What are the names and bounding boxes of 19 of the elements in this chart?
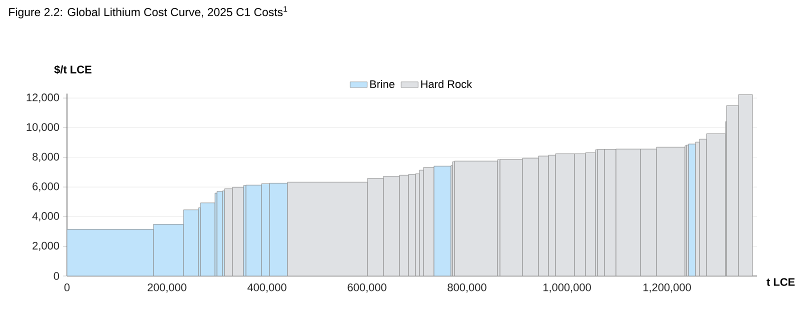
y-tick-label: 10,000 (26, 123, 60, 132)
y-tick-label: 6,000 (32, 182, 60, 192)
chart-title: Figure 2.2: Global Lithium Cost Curve, 2025 C1 Costs$^{1}$ (9, 6, 288, 18)
y-tick-label: 8,000 (32, 152, 60, 162)
legend-label: Hard Rock (421, 80, 472, 88)
x-tick-label: 400,000 (247, 284, 286, 293)
x-tick-label: 600,000 (348, 284, 386, 293)
y-axis-title: $/t LCE (54, 65, 92, 74)
legend-label: Brine (370, 80, 394, 88)
x-tick-label: 1,000,000 (543, 284, 591, 293)
x-tick-label: 1,200,000 (643, 284, 691, 293)
y-tick-label: 4,000 (32, 212, 60, 222)
y-tick-label: 12,000 (26, 94, 60, 103)
x-tick-label: 0 (64, 284, 70, 292)
y-tick-label: 2,000 (32, 242, 60, 251)
y-tick-label: 0 (54, 272, 60, 280)
x-tick-label: 200,000 (148, 284, 186, 293)
x-axis-title: t LCE (766, 278, 795, 286)
x-tick-label: 800,000 (448, 284, 486, 293)
